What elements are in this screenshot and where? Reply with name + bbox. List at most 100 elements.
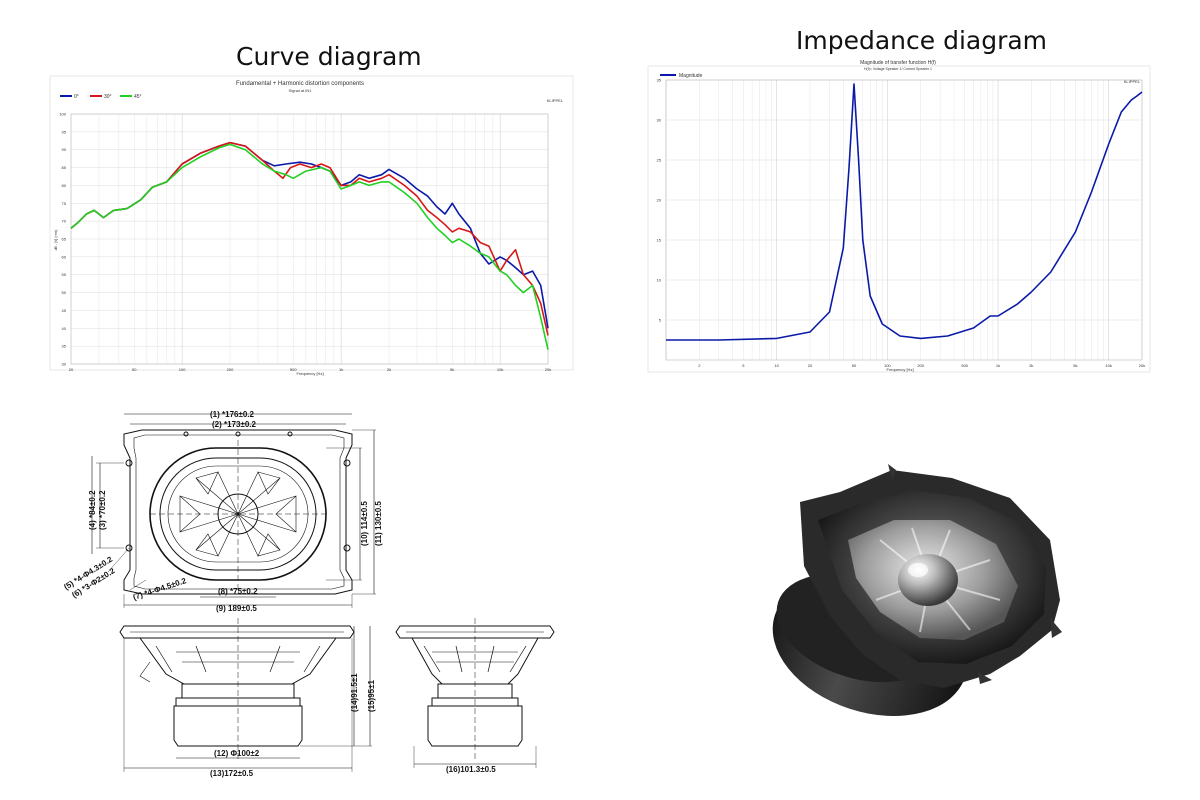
terminal-hole [235, 431, 241, 437]
cone-fin-highlights [875, 527, 1001, 633]
y-tick-label: 30 [657, 118, 662, 123]
dim-label-11: (11) 130±0.5 [374, 501, 383, 546]
chart1-grid [70, 113, 549, 365]
chart2-xlabel: Frequency [Hz] [886, 367, 913, 372]
series-line-0 [666, 83, 1143, 341]
chart2-legend: Magnitude [660, 73, 703, 79]
chart1-xlabel: Frequency [Hz] [296, 371, 323, 376]
chart1-legend: 0° 30° 45° [60, 94, 142, 100]
y-tick-label: 80 [62, 183, 67, 188]
dim-label-4: (4) *84±0.2 [88, 490, 97, 530]
side-terminal [139, 661, 151, 683]
legend-label-magnitude: Magnitude [679, 73, 703, 79]
x-tick-label: 10k [1105, 363, 1111, 368]
frame-inner [133, 434, 345, 590]
dim-label-10: (10) 114±0.5 [360, 501, 369, 546]
speaker-dust-cap [898, 554, 958, 606]
dim-label-12: (12) Φ100±2 [214, 749, 260, 758]
mount-hole [343, 459, 351, 467]
chart1-x-ticks: 20 50 100 200 500 1k 2k 5k 10k 20k [69, 367, 551, 372]
x-tick-label: 100 [179, 367, 186, 372]
leader-5 [107, 547, 130, 573]
x-tick-label: 5k [450, 367, 454, 372]
chart2-title: Magnitude of transfer function H(f) [860, 60, 936, 66]
dim-label-16: (16)101.3±0.5 [446, 765, 496, 774]
mount-hole [125, 459, 133, 467]
chart1-brand: KLIPPEL [547, 98, 564, 103]
terminal-hole [287, 431, 293, 437]
impedance-diagram-title: Impedance diagram [796, 26, 1048, 55]
x-tick-label: 1k [996, 363, 1000, 368]
x-tick-label: 5k [1073, 363, 1077, 368]
cap-highlight [908, 563, 928, 577]
y-tick-label: 45 [62, 308, 67, 313]
chart2-frame [647, 65, 1151, 373]
x-tick-label: 1k [339, 367, 343, 372]
dim-label-13: (13)172±0.5 [210, 769, 254, 778]
x-tick-label: 2 [698, 363, 701, 368]
chart2-plot-area [665, 79, 1143, 361]
chart1-y-ticks: 100 95 90 85 80 75 70 65 60 55 50 45 40 35 30 [59, 112, 66, 367]
y-tick-label: 95 [62, 129, 67, 134]
chart2-grid [665, 79, 1143, 360]
chart2-y-ticks: 35 30 25 20 15 10 5 [657, 78, 662, 323]
technical-drawing [91, 413, 555, 772]
chart1-ylabel: dB - [V] (rms) [54, 230, 58, 251]
y-tick-label: 50 [62, 290, 67, 295]
y-tick-label: 20 [657, 198, 662, 203]
dim-label-1: (1) *176±0.2 [210, 410, 255, 419]
x-tick-label: 2k [387, 367, 391, 372]
y-tick-label: 60 [62, 254, 67, 259]
series-line-2 [70, 143, 549, 350]
x-tick-label: 500 [961, 363, 968, 368]
dim-label-14: (14)91.5±1 [350, 673, 359, 712]
curve-diagram-title: Curve diagram [236, 42, 422, 71]
x-tick-label: 20 [808, 363, 813, 368]
chart1-subtitle: Signal at IN1 [289, 88, 313, 93]
chart2-x-ticks: 2 5 10 20 50 100 200 500 1k 2k 5k 10k 20k [698, 363, 1145, 368]
chart1-frame [49, 75, 574, 371]
dim-label-9: (9) 189±0.5 [216, 604, 257, 613]
side-magnet [173, 705, 303, 747]
y-tick-label: 35 [657, 78, 662, 83]
cone-ribs [179, 471, 297, 557]
y-tick-label: 40 [62, 326, 67, 331]
leader-7 [129, 579, 147, 591]
x-tick-label: 20 [69, 367, 74, 372]
dim-label-8: (8) *75±0.2 [218, 587, 258, 596]
x-tick-label: 200 [917, 363, 924, 368]
impedance-chart: Magnitude of transfer function H(f) H(f)… [647, 60, 1151, 373]
legend-label-0deg: 0° [74, 94, 79, 100]
x-tick-label: 5 [742, 363, 745, 368]
y-tick-label: 30 [62, 362, 67, 367]
x-tick-label: 10k [497, 367, 503, 372]
chart2-series [666, 83, 1143, 341]
chart1-series [70, 141, 549, 350]
y-tick-label: 10 [657, 278, 662, 283]
side2-flange [395, 625, 555, 639]
side2-magnet [427, 705, 523, 747]
legend-label-30deg: 30° [104, 94, 112, 100]
y-tick-label: 65 [62, 237, 67, 242]
y-tick-label: 55 [62, 272, 67, 277]
y-tick-label: 75 [62, 201, 67, 206]
x-tick-label: 2k [1029, 363, 1033, 368]
y-tick-label: 5 [659, 318, 662, 323]
mount-hole [125, 544, 133, 552]
chart1-plot-area [70, 113, 549, 365]
legend-label-45deg: 45° [134, 94, 142, 100]
y-tick-label: 90 [62, 147, 67, 152]
x-tick-label: 100 [884, 363, 891, 368]
y-tick-label: 70 [62, 219, 67, 224]
speaker-photo [772, 464, 1062, 716]
chart2-brand: KLIPPEL [1124, 79, 1141, 84]
x-tick-label: 500 [290, 367, 297, 372]
x-tick-label: 200 [227, 367, 234, 372]
x-tick-label: 50 [132, 367, 137, 372]
y-tick-label: 15 [657, 238, 662, 243]
mount-hole [343, 544, 351, 552]
terminal-hole [183, 431, 189, 437]
frequency-response-chart: Fundamental + Harmonic distortion compon… [49, 75, 574, 376]
chart1-title: Fundamental + Harmonic distortion compon… [236, 81, 364, 87]
